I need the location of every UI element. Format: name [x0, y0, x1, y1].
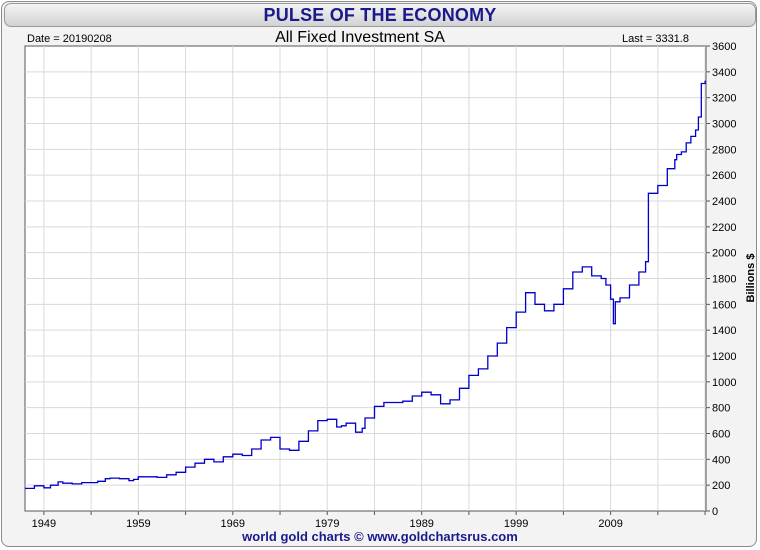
y-tick-label: 1600: [712, 299, 736, 311]
y-tick-label: 600: [712, 429, 730, 441]
y-axis-ticks: 0 200 400 600 800 1000 1200 1400 1600 1800 2000 220…: [706, 41, 736, 518]
y-tick-label: 3400: [712, 67, 736, 79]
y-tick-label: 1000: [712, 377, 736, 389]
y-tick-label: 2000: [712, 248, 736, 260]
footer-credit: world gold charts © www.goldchartsrus.co…: [242, 529, 518, 544]
x-tick-label: 1969: [221, 518, 245, 530]
banner-title: PULSE OF THE ECONOMY: [263, 5, 497, 25]
x-tick-label: 1999: [504, 518, 528, 530]
y-tick-label: 3000: [712, 119, 736, 131]
y-tick-label: 1800: [712, 274, 736, 286]
gridlines: [25, 46, 706, 511]
x-tick-label: 2009: [598, 518, 622, 530]
x-axis-ticks: 1949 1959 1969 1979 1989 1999 2009: [32, 511, 706, 530]
y-tick-label: 400: [712, 454, 730, 466]
date-label: Date = 20190208: [27, 33, 112, 45]
last-value-label: Last = 3331.8: [622, 33, 689, 45]
y-tick-label: 1400: [712, 325, 736, 337]
x-tick-label: 1949: [32, 518, 56, 530]
y-tick-label: 2400: [712, 196, 736, 208]
x-tick-label: 1959: [126, 518, 150, 530]
y-tick-label: 0: [712, 506, 718, 518]
y-tick-label: 800: [712, 403, 730, 415]
y-axis-label: Billions $: [745, 254, 757, 303]
x-tick-label: 1989: [409, 518, 433, 530]
y-tick-label: 2200: [712, 222, 736, 234]
y-tick-label: 2800: [712, 144, 736, 156]
y-tick-label: 200: [712, 480, 730, 492]
y-tick-label: 1200: [712, 351, 736, 363]
series-line: [25, 80, 706, 490]
banner: PULSE OF THE ECONOMY: [4, 3, 756, 27]
x-tick-label: 1979: [315, 518, 339, 530]
chart-title: All Fixed Investment SA: [275, 29, 445, 46]
y-tick-label: 2600: [712, 170, 736, 182]
y-tick-label: 3200: [712, 93, 736, 105]
y-tick-label: 3600: [712, 41, 736, 53]
